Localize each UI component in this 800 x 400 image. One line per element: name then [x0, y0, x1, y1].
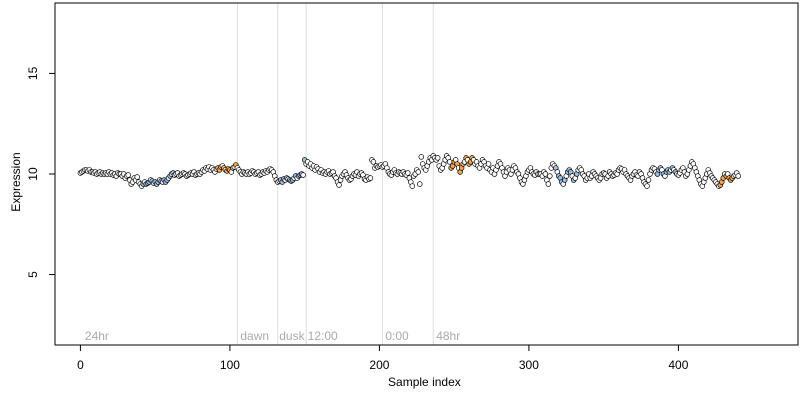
x-tick-label: 0 [77, 358, 84, 372]
data-point [485, 161, 492, 167]
y-tick-label: 15 [26, 66, 40, 80]
data-point [542, 171, 549, 177]
x-axis-title: Sample index [388, 375, 461, 389]
data-point [300, 172, 306, 178]
data-point [547, 173, 553, 179]
y-tick-label: 10 [26, 167, 40, 181]
y-tick-label: 5 [26, 271, 40, 278]
annotation-label: 0:00 [385, 329, 409, 343]
data-point [545, 181, 552, 187]
data-point [417, 181, 423, 187]
annotation-label: 24hr [85, 329, 109, 343]
data-point [644, 183, 650, 189]
data-point [418, 154, 425, 160]
data-point [405, 170, 411, 176]
data-point [409, 183, 416, 189]
annotation-label: dusk [279, 329, 305, 343]
data-points [77, 153, 741, 189]
x-tick-label: 200 [369, 358, 389, 372]
data-point [645, 177, 652, 183]
y-axis: 5 10 15 [26, 66, 56, 278]
reference-lines [236, 3, 434, 345]
annotation-label: 48hr [436, 329, 460, 343]
y-axis-title: Expression [9, 152, 23, 211]
data-point [134, 174, 140, 180]
x-tick-label: 400 [668, 358, 688, 372]
data-point [415, 169, 422, 175]
x-tick-label: 300 [519, 358, 539, 372]
annotation-labels: 24hr dawn dusk 12:00 0:00 48hr [85, 329, 460, 343]
annotation-label: 12:00 [308, 329, 338, 343]
data-point [434, 155, 441, 161]
x-tick-label: 100 [220, 358, 240, 372]
data-point [367, 175, 374, 181]
data-point [370, 159, 377, 165]
data-point [735, 173, 741, 179]
annotation-label: dawn [240, 329, 269, 343]
x-axis: 0 100 200 300 400 [77, 344, 689, 372]
data-point [336, 182, 342, 188]
data-point [125, 172, 131, 178]
